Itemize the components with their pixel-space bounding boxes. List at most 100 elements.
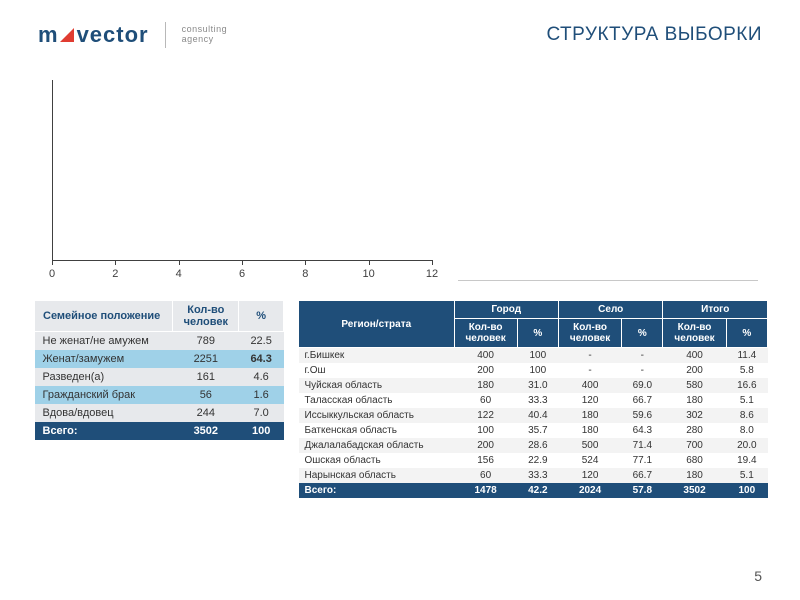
table-row: г.Бишкек400100--40011.4	[299, 348, 768, 364]
marital-col-pct: %	[239, 301, 284, 332]
region-village-count: 120	[558, 393, 621, 408]
region-label: Чуйская область	[299, 378, 455, 393]
chart-placeholder: 024681012	[34, 80, 434, 280]
region-total-village-pct: 57.8	[622, 483, 663, 498]
chart-tick	[369, 260, 370, 265]
region-village-pct: -	[622, 348, 663, 364]
region-total-pct: 20.0	[726, 438, 767, 453]
logo: m vector consulting agency	[38, 22, 227, 48]
chart-tick	[305, 260, 306, 265]
chart-tick-label: 4	[176, 268, 182, 280]
table-row: Таласская область6033.312066.71805.1	[299, 393, 768, 408]
region-city-count: 200	[454, 438, 517, 453]
table-row: Баткенская область10035.718064.32808.0	[299, 423, 768, 438]
region-label: Баткенская область	[299, 423, 455, 438]
marital-col-status: Семейное положение	[35, 301, 173, 332]
region-total-pct: 5.8	[726, 363, 767, 378]
region-sub-city-count: Кол-во человек	[454, 319, 517, 348]
table-row: Разведен(а)1614.6	[35, 368, 284, 386]
region-city-count: 60	[454, 393, 517, 408]
logo-accent-icon	[60, 28, 74, 42]
logo-subtitle: consulting agency	[182, 25, 228, 45]
region-sub-total-count: Кол-во человек	[663, 319, 726, 348]
table-row: Джалалабадская область20028.650071.47002…	[299, 438, 768, 453]
chart-tick	[432, 260, 433, 265]
table-row: Гражданский брак561.6	[35, 386, 284, 404]
region-total-count: 700	[663, 438, 726, 453]
table-row: Иссыккульская область12240.418059.63028.…	[299, 408, 768, 423]
marital-status-table: Семейное положение Кол-во человек % Не ж…	[34, 300, 284, 440]
chart-tick-label: 10	[363, 268, 375, 280]
region-total-count: 302	[663, 408, 726, 423]
region-col-total: Итого	[663, 301, 768, 319]
logo-word: vector	[77, 22, 149, 48]
table-row: Женат/замужем225164.3	[35, 350, 284, 368]
marital-label: Не женат/не амужем	[35, 332, 173, 351]
region-city-count: 60	[454, 468, 517, 483]
page-number: 5	[754, 568, 762, 584]
region-col-region: Регион/страта	[299, 301, 455, 348]
region-label: г.Бишкек	[299, 348, 455, 364]
header: m vector consulting agency СТРУКТУРА ВЫБ…	[0, 0, 800, 56]
region-village-count: 180	[558, 408, 621, 423]
table-row-total: Всего:147842.2202457.83502100	[299, 483, 768, 498]
region-village-count: 120	[558, 468, 621, 483]
region-label: Джалалабадская область	[299, 438, 455, 453]
region-total-city-pct: 42.2	[517, 483, 558, 498]
region-total-pct: 19.4	[726, 453, 767, 468]
region-city-pct: 40.4	[517, 408, 558, 423]
chart-tick-label: 8	[302, 268, 308, 280]
marital-total-count: 3502	[173, 422, 239, 440]
chart-y-axis	[52, 80, 53, 260]
region-total-village-count: 2024	[558, 483, 621, 498]
chart-tick	[242, 260, 243, 265]
region-village-pct: 59.6	[622, 408, 663, 423]
region-total-pct: 8.6	[726, 408, 767, 423]
region-total-pct: 100	[726, 483, 767, 498]
region-city-pct: 35.7	[517, 423, 558, 438]
logo-sub2: agency	[182, 35, 228, 45]
region-label: г.Ош	[299, 363, 455, 378]
logo-m: m	[38, 22, 57, 48]
region-city-pct: 100	[517, 348, 558, 364]
region-total-count: 280	[663, 423, 726, 438]
marital-label: Женат/замужем	[35, 350, 173, 368]
region-total-pct: 11.4	[726, 348, 767, 364]
table-row: Ошская область15622.952477.168019.4	[299, 453, 768, 468]
table-row: Нарынская область6033.312066.71805.1	[299, 468, 768, 483]
region-sub-city-pct: %	[517, 319, 558, 348]
region-city-pct: 100	[517, 363, 558, 378]
region-village-count: -	[558, 348, 621, 364]
region-city-count: 156	[454, 453, 517, 468]
region-sub-total-pct: %	[726, 319, 767, 348]
region-city-count: 200	[454, 363, 517, 378]
region-total-count: 180	[663, 468, 726, 483]
region-total-label: Всего:	[299, 483, 455, 498]
chart-tick	[179, 260, 180, 265]
marital-col-count: Кол-во человек	[173, 301, 239, 332]
region-village-pct: -	[622, 363, 663, 378]
region-city-pct: 33.3	[517, 393, 558, 408]
region-village-count: -	[558, 363, 621, 378]
region-label: Нарынская область	[299, 468, 455, 483]
region-city-count: 122	[454, 408, 517, 423]
chart-tick	[115, 260, 116, 265]
table-row: Чуйская область18031.040069.058016.6	[299, 378, 768, 393]
region-total-count: 400	[663, 348, 726, 364]
marital-pct: 64.3	[239, 350, 284, 368]
region-village-pct: 66.7	[622, 393, 663, 408]
marital-count: 789	[173, 332, 239, 351]
chart-tick-label: 2	[112, 268, 118, 280]
region-city-count: 100	[454, 423, 517, 438]
region-city-pct: 28.6	[517, 438, 558, 453]
marital-pct: 7.0	[239, 404, 284, 422]
table-row: г.Ош200100--2005.8	[299, 363, 768, 378]
region-col-city: Город	[454, 301, 558, 319]
region-total-count: 180	[663, 393, 726, 408]
region-village-pct: 69.0	[622, 378, 663, 393]
tables-container: Семейное положение Кол-во человек % Не ж…	[34, 300, 768, 498]
region-total-city-count: 1478	[454, 483, 517, 498]
region-total-count: 580	[663, 378, 726, 393]
marital-pct: 1.6	[239, 386, 284, 404]
marital-count: 2251	[173, 350, 239, 368]
